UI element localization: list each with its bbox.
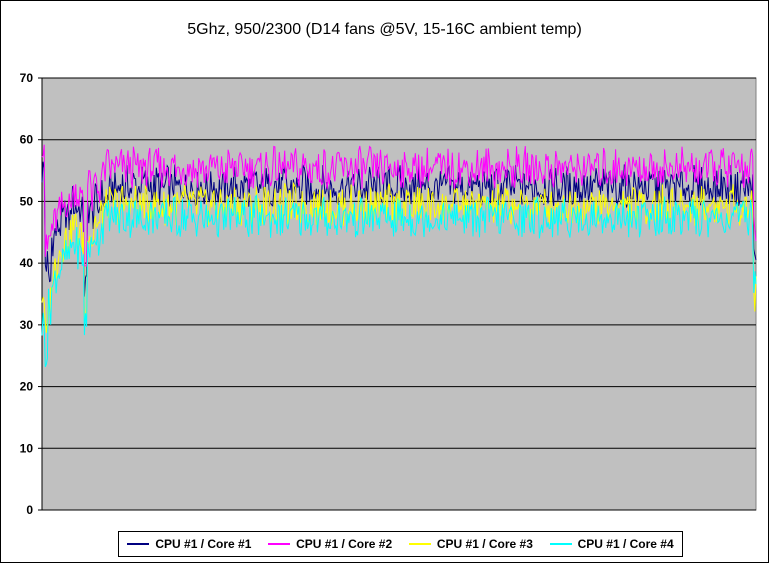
legend-swatch-3 — [408, 543, 431, 545]
y-tick-label-30: 30 — [20, 318, 34, 332]
y-tick-label-40: 40 — [20, 256, 34, 270]
chart-title: 5Ghz, 950/2300 (D14 fans @5V, 15-16C amb… — [187, 21, 582, 38]
y-tick-label-20: 20 — [20, 380, 34, 394]
legend-item-2: CPU #1 / Core #2 — [268, 537, 392, 551]
legend-swatch-4 — [549, 543, 572, 545]
legend-label-4: CPU #1 / Core #4 — [577, 537, 674, 551]
legend-label-2: CPU #1 / Core #2 — [296, 537, 393, 551]
legend-label-1: CPU #1 / Core #1 — [155, 537, 252, 551]
legend-swatch-2 — [268, 543, 291, 545]
legend-item-4: CPU #1 / Core #4 — [549, 537, 674, 551]
legend-item-3: CPU #1 / Core #3 — [408, 537, 533, 551]
series-line-4 — [41, 194, 757, 367]
series-line-2 — [41, 144, 757, 267]
legend-label-3: CPU #1 / Core #3 — [436, 537, 533, 551]
y-tick-label-60: 60 — [20, 133, 34, 147]
chart-legend: CPU #1 / Core #1 CPU #1 / Core #2 CPU #1 /… — [118, 531, 683, 557]
chart-plot: 0 10 20 30 40 50 60 70 — [20, 71, 757, 517]
y-tick-label-10: 10 — [20, 441, 34, 455]
legend-item-1: CPU #1 / Core #1 — [127, 537, 251, 551]
plot-area — [41, 77, 757, 511]
y-tick-label-70: 70 — [20, 71, 34, 85]
legend-swatch-1 — [127, 543, 150, 545]
y-tick-label-0: 0 — [26, 503, 33, 517]
y-tick-label-50: 50 — [20, 194, 34, 208]
